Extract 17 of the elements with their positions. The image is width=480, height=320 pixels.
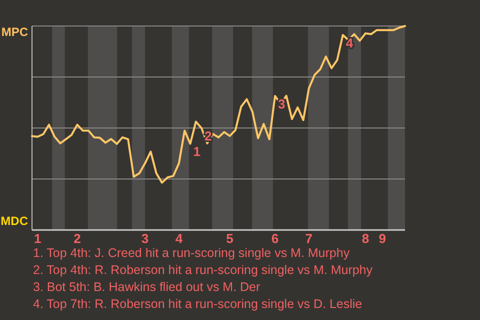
x-tick-label: 6	[271, 231, 279, 246]
x-tick-label: 9	[378, 231, 386, 246]
x-tick-label: 8	[362, 231, 370, 246]
text: 1. Top 4th: J. Creed hit a run-scoring single vs M. Murphy	[33, 246, 350, 260]
x-tick-label: 2	[74, 231, 81, 246]
text: 4. Top 7th: R. Roberson hit a run-scoring single vs D. Leslie	[33, 297, 362, 311]
annotation: 1	[193, 144, 200, 160]
text: 3. Bot 5th: B. Hawkins flied out vs M. Der	[33, 280, 260, 294]
x-tick-label: 1	[34, 231, 42, 246]
text: 2. Top 4th: R. Roberson hit a run-scoring single vs M. Murphy	[33, 263, 374, 277]
x-tick-label: 4	[175, 231, 184, 246]
text: MDC	[0, 214, 28, 228]
text: MPC	[1, 25, 28, 39]
x-tick-label: 3	[141, 231, 149, 246]
x-tick-label: 7	[305, 231, 313, 246]
x-tick-label: 5	[226, 231, 234, 246]
annotation: 4	[346, 35, 354, 50]
